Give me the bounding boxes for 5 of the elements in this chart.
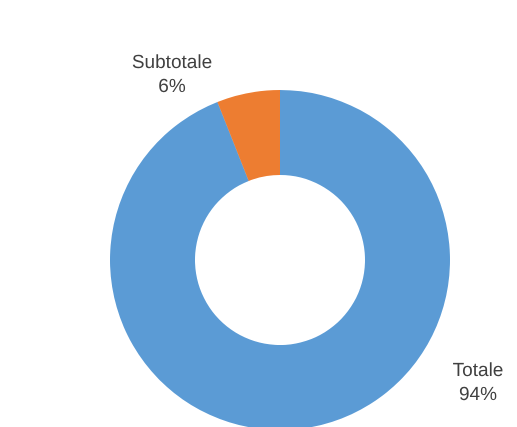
data-label: 6% [158,76,186,97]
slice-label: Totale [452,360,504,381]
data-label: 94% [458,384,498,405]
donut-slice [217,90,280,181]
slice-label: Subtotale [132,52,212,73]
